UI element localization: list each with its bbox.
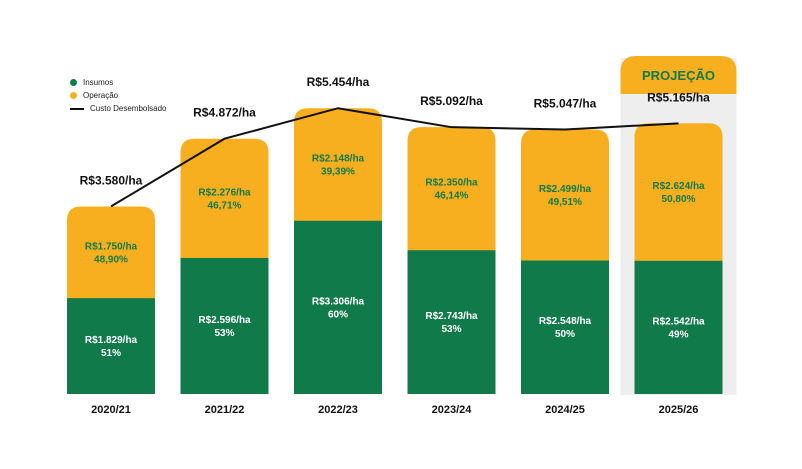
insumos-pct-label: 49% [668,329,688,340]
custo-desembolsado-line [110,107,679,208]
custo-total-label: R$5.454/ha [307,75,370,89]
operacao-pct-label: 49,51% [548,197,582,208]
bar-insumos-2025/26 [634,260,723,394]
insumos-pct-label: 50% [555,329,575,340]
bar-insumos-2023/24 [407,250,496,394]
bar-insumos-2022/23 [294,220,382,394]
legend-custo-label: Custo Desembolsado [90,104,167,113]
legend-item-custo: Custo Desembolsado [70,102,166,115]
operacao-pct-label: 46,14% [435,191,469,202]
x-tick-label: 2022/23 [318,404,358,416]
operacao-value-label: R$2.148/ha [312,153,365,164]
insumos-pct-label: 51% [101,348,121,359]
operacao-value-label: R$2.499/ha [539,184,592,195]
operacao-value-label: R$2.350/ha [425,178,478,189]
insumos-value-label: R$1.829/ha [85,335,138,346]
operacao-pct-label: 48,90% [94,254,128,265]
legend-operacao-swatch [70,92,77,99]
legend: Insumos Operação Custo Desembolsado [70,76,166,115]
custo-total-label: R$3.580/ha [80,173,143,187]
projection-label: PROJEÇÃO [642,68,715,83]
x-tick-label: 2024/25 [545,404,585,416]
legend-insumos-swatch [70,79,77,86]
insumos-value-label: R$2.542/ha [652,316,705,327]
bar-insumos-2021/22 [180,257,269,394]
bar-insumos-2024/25 [521,260,609,394]
x-tick-label: 2023/24 [432,404,473,416]
x-tick-label: 2020/21 [91,404,131,416]
x-tick-label: 2025/26 [659,404,699,416]
legend-insumos-label: Insumos [83,78,114,87]
custo-total-label: R$5.047/ha [534,97,597,111]
legend-item-operacao: Operação [70,89,166,102]
bar-insumos-2020/21 [67,298,155,394]
projection-badge [620,56,737,94]
operacao-pct-label: 46,71% [208,200,242,211]
insumos-pct-label: 60% [328,309,348,320]
legend-item-insumos: Insumos [70,76,166,89]
insumos-pct-label: 53% [214,328,234,339]
custo-total-label: R$4.872/ha [193,106,256,120]
insumos-value-label: R$3.306/ha [312,296,365,307]
operacao-pct-label: 39,39% [321,166,355,177]
operacao-value-label: R$2.276/ha [198,187,251,198]
operacao-value-label: R$1.750/ha [85,241,138,252]
operacao-pct-label: 50,80% [662,194,696,205]
custo-total-label: R$5.092/ha [420,94,483,108]
insumos-pct-label: 53% [441,324,461,335]
insumos-value-label: R$2.743/ha [425,311,478,322]
insumos-value-label: R$2.548/ha [539,316,592,327]
x-tick-label: 2021/22 [205,404,245,416]
legend-custo-swatch [70,107,84,110]
operacao-value-label: R$2.624/ha [652,181,705,192]
insumos-value-label: R$2.596/ha [198,315,251,326]
legend-operacao-label: Operação [83,91,119,100]
custo-total-label: R$5.165/ha [647,90,710,104]
